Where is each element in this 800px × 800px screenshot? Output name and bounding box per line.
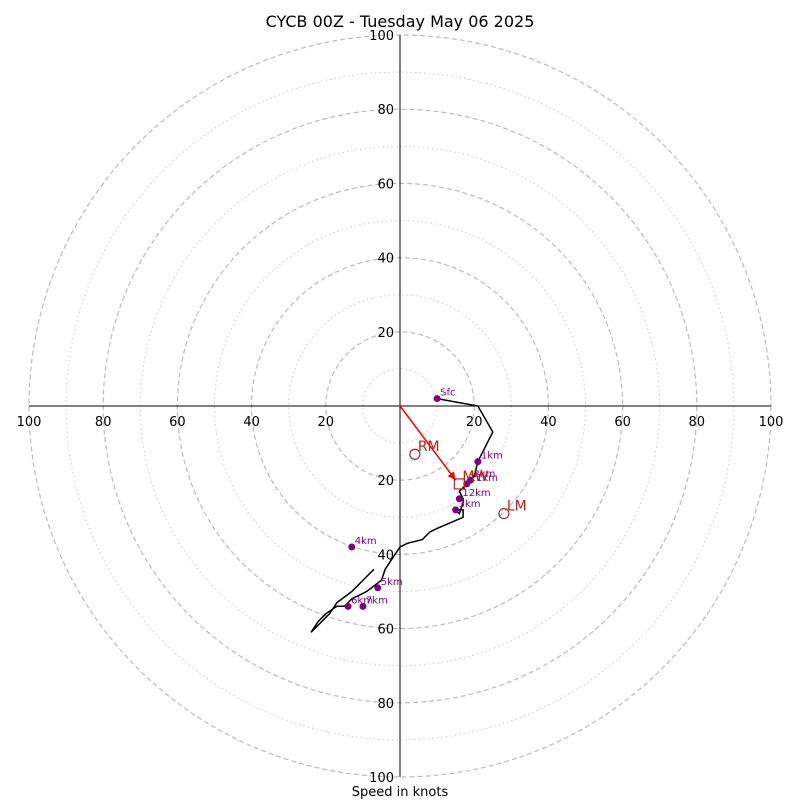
x-tick-label: 60 [614,415,631,430]
mean-wind-marker [453,478,465,490]
y-tick-label: 100 [369,771,394,786]
height-marker-dot [455,495,463,503]
height-marker-dot [463,480,471,488]
x-tick-label: 100 [759,415,784,430]
height-marker-dot [344,602,352,610]
height-marker-label: 3km [459,499,481,510]
x-tick-label: 60 [169,415,186,430]
storm-motion-label: LM [507,499,527,515]
height-marker-label: 4km [355,536,377,547]
height-marker-label: 6km [351,595,373,606]
y-tick-label: 40 [377,548,394,563]
height-marker-dot [433,395,441,403]
height-marker-label: 7km [366,595,388,606]
height-marker-dot [474,458,482,466]
chart-title: CYCB 00Z - Tuesday May 06 2025 [266,12,535,31]
height-marker-label: Sfc [440,388,455,399]
storm-motion-marker [498,507,510,520]
shear-vector [399,405,457,481]
x-tick-label: 100 [17,415,42,430]
x-tick-label: 20 [318,415,335,430]
wind-trace-line [310,397,494,633]
height-marker-dot [348,543,356,551]
height-marker-dot [374,584,382,592]
height-marker-dot [359,602,367,610]
wind-trace [310,397,494,633]
x-tick-label: 80 [689,415,706,430]
height-marker-label: 5km [381,577,403,588]
y-tick-label: 80 [377,103,394,118]
height-marker-label: 2km [473,469,495,480]
x-tick-label: 40 [540,415,557,430]
y-tick-label: 80 [377,697,394,712]
x-tick-label: 20 [466,415,483,430]
x-tick-label: 80 [95,415,112,430]
y-tick-label: 100 [369,29,394,44]
shear-vector-arrowhead [447,471,456,481]
height-marker-label: 11km [470,473,498,484]
x-tick-label: 40 [243,415,260,430]
y-tick-label: 20 [377,474,394,489]
y-tick-label: 20 [377,326,394,341]
storm-motion-markers: RM LM MW [409,439,527,520]
height-marker-dot [452,506,460,514]
storm-motion-label: MW [462,469,488,485]
y-tick-label: 60 [377,177,394,192]
height-marker-label: 1km [481,451,503,462]
y-tick-label: 40 [377,252,394,267]
x-axis-label: Speed in knots [352,785,449,800]
axis-tick-labels: 100 100 100 100 80 80 80 80 60 60 60 60 40 40 40 40 20 20… [17,29,784,786]
height-marker-label: 12km [462,488,490,499]
y-tick-label: 60 [377,623,394,638]
storm-motion-label: RM [418,439,440,455]
storm-motion-marker [409,448,421,460]
shear-vector-group [399,405,457,481]
